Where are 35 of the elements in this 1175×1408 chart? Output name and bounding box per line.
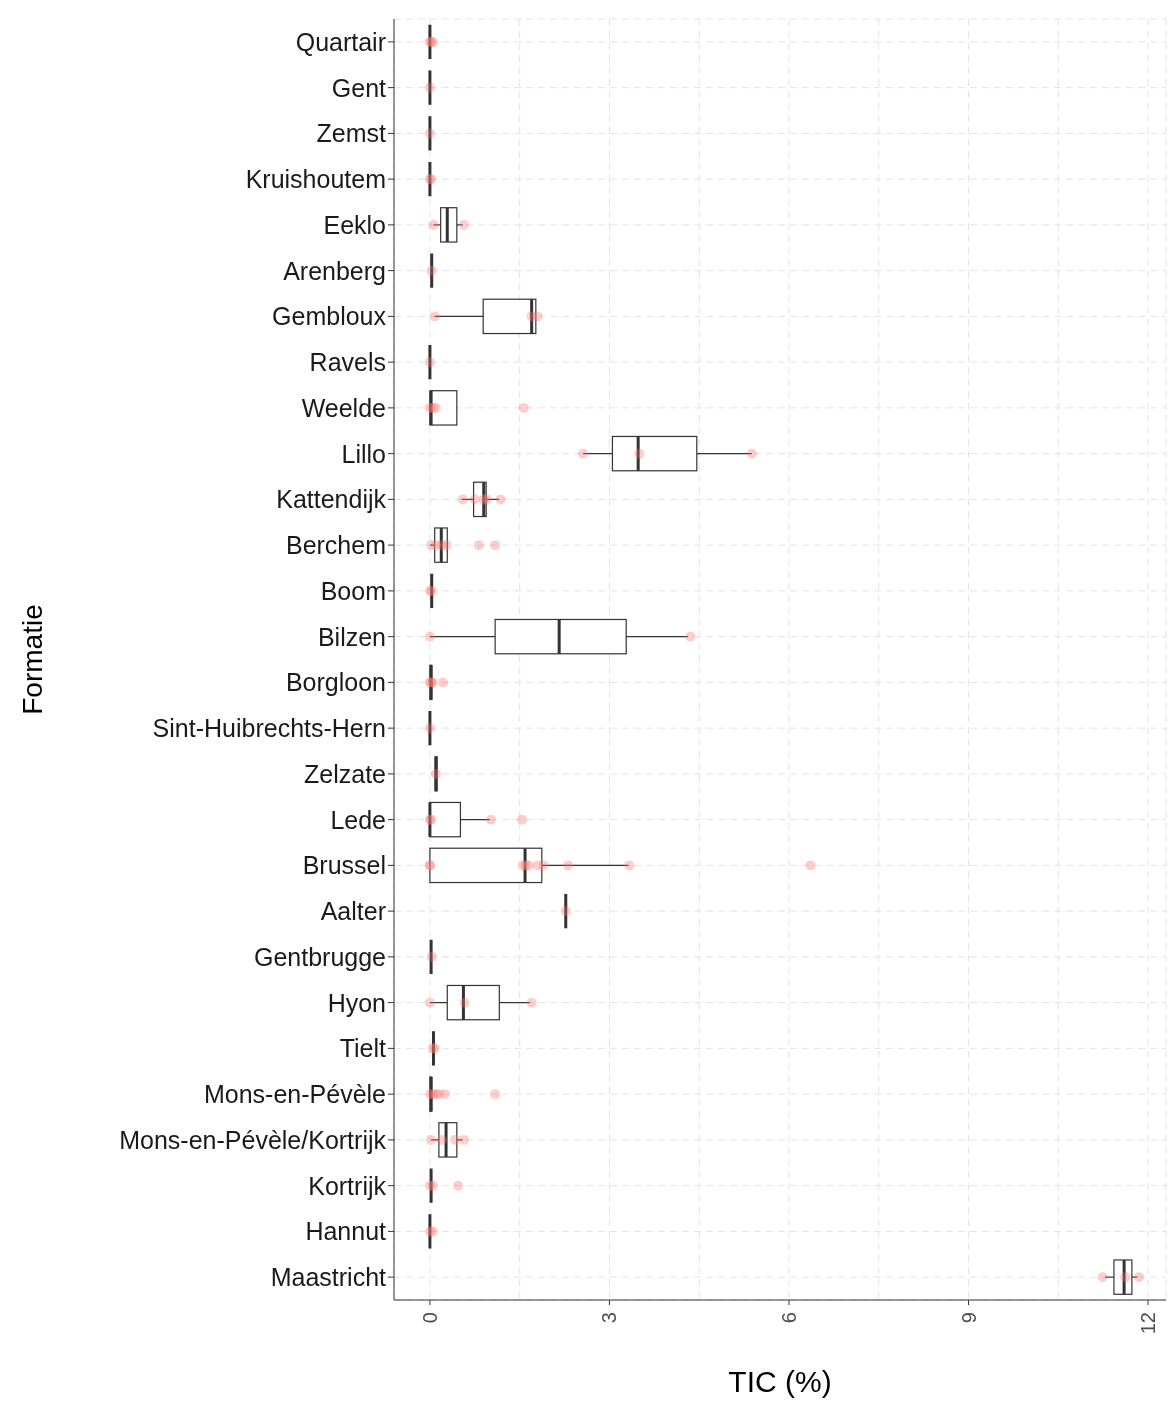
- x-tick-label: 12: [1137, 1312, 1160, 1335]
- x-axis-title: TIC (%): [728, 1365, 832, 1398]
- y-tick-label: Brussel: [302, 851, 386, 880]
- y-tick-label: Gent: [331, 73, 387, 102]
- y-tick-label: Weelde: [301, 393, 386, 422]
- y-tick-label: Lillo: [341, 439, 386, 468]
- y-tick-label: Maastricht: [270, 1263, 387, 1291]
- y-tick-label: Hyon: [327, 988, 386, 1017]
- y-tick-label: Aalter: [320, 897, 386, 925]
- y-tick-label: Borgloon: [285, 668, 386, 697]
- y-tick-label: Arenberg: [283, 256, 386, 285]
- y-axis-title: Formatie: [16, 604, 48, 715]
- y-tick-label: Berchem: [285, 531, 386, 559]
- y-tick-label: Tielt: [339, 1034, 387, 1063]
- y-tick-label: Lede: [330, 805, 386, 834]
- y-tick-label: Zemst: [316, 119, 387, 148]
- y-tick-label: Kattendijk: [276, 485, 387, 514]
- x-tick-label: 9: [957, 1312, 980, 1324]
- y-tick-label: Mons-en-Pévèle: [203, 1080, 386, 1108]
- y-tick-label: Kruishoutem: [245, 165, 386, 193]
- y-tick-label: Gembloux: [272, 302, 387, 331]
- y-tick-label: Eeklo: [323, 210, 386, 239]
- y-tick-label: Quartair: [295, 27, 386, 56]
- y-tick-label: Mons-en-Pévèle/Kortrijk: [119, 1125, 387, 1154]
- x-tick-label: 0: [418, 1312, 441, 1324]
- y-tick-label: Gentbrugge: [253, 942, 386, 971]
- y-tick-label: Ravels: [309, 348, 386, 376]
- y-tick-label: Bilzen: [317, 622, 386, 651]
- y-tick-label: Kortrijk: [308, 1171, 387, 1200]
- y-tick-label: Hannut: [305, 1217, 387, 1246]
- y-tick-label: Zelzate: [304, 759, 386, 788]
- y-tick-label: Boom: [320, 576, 386, 605]
- y-tick-label: Sint-Huibrechts-Hern: [152, 714, 386, 742]
- x-tick-label: 3: [598, 1312, 621, 1324]
- x-tick-label: 6: [777, 1312, 800, 1324]
